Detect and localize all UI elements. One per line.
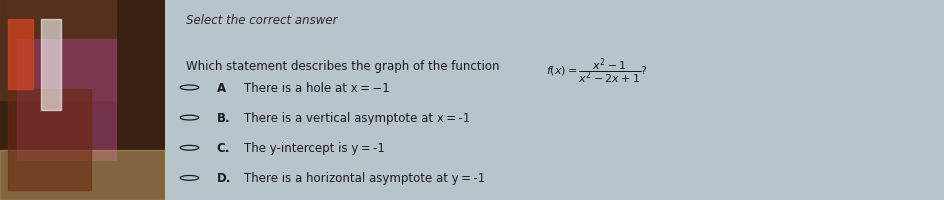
Text: There is a vertical asymptote at x = -1: There is a vertical asymptote at x = -1 <box>244 112 469 124</box>
Text: Select the correct answer: Select the correct answer <box>185 14 337 27</box>
Text: D.: D. <box>216 172 230 184</box>
Text: The y-intercept is y = -1: The y-intercept is y = -1 <box>244 142 384 154</box>
Text: There is a horizontal asymptote at y = -1: There is a horizontal asymptote at y = -… <box>244 172 484 184</box>
Bar <box>16 40 115 160</box>
Bar <box>42 20 61 110</box>
Bar <box>8 20 33 90</box>
Text: Which statement describes the graph of the function: Which statement describes the graph of t… <box>185 60 502 73</box>
Bar <box>0 150 165 200</box>
Text: There is a hole at x = −1: There is a hole at x = −1 <box>244 82 389 94</box>
Bar <box>0 0 115 100</box>
Text: $f(x)=\dfrac{x^2-1}{x^2-2x+1}$?: $f(x)=\dfrac{x^2-1}{x^2-2x+1}$? <box>546 56 647 86</box>
Text: B.: B. <box>216 112 230 124</box>
Text: A: A <box>216 82 226 94</box>
Bar <box>8 90 91 190</box>
Text: C.: C. <box>216 142 229 154</box>
